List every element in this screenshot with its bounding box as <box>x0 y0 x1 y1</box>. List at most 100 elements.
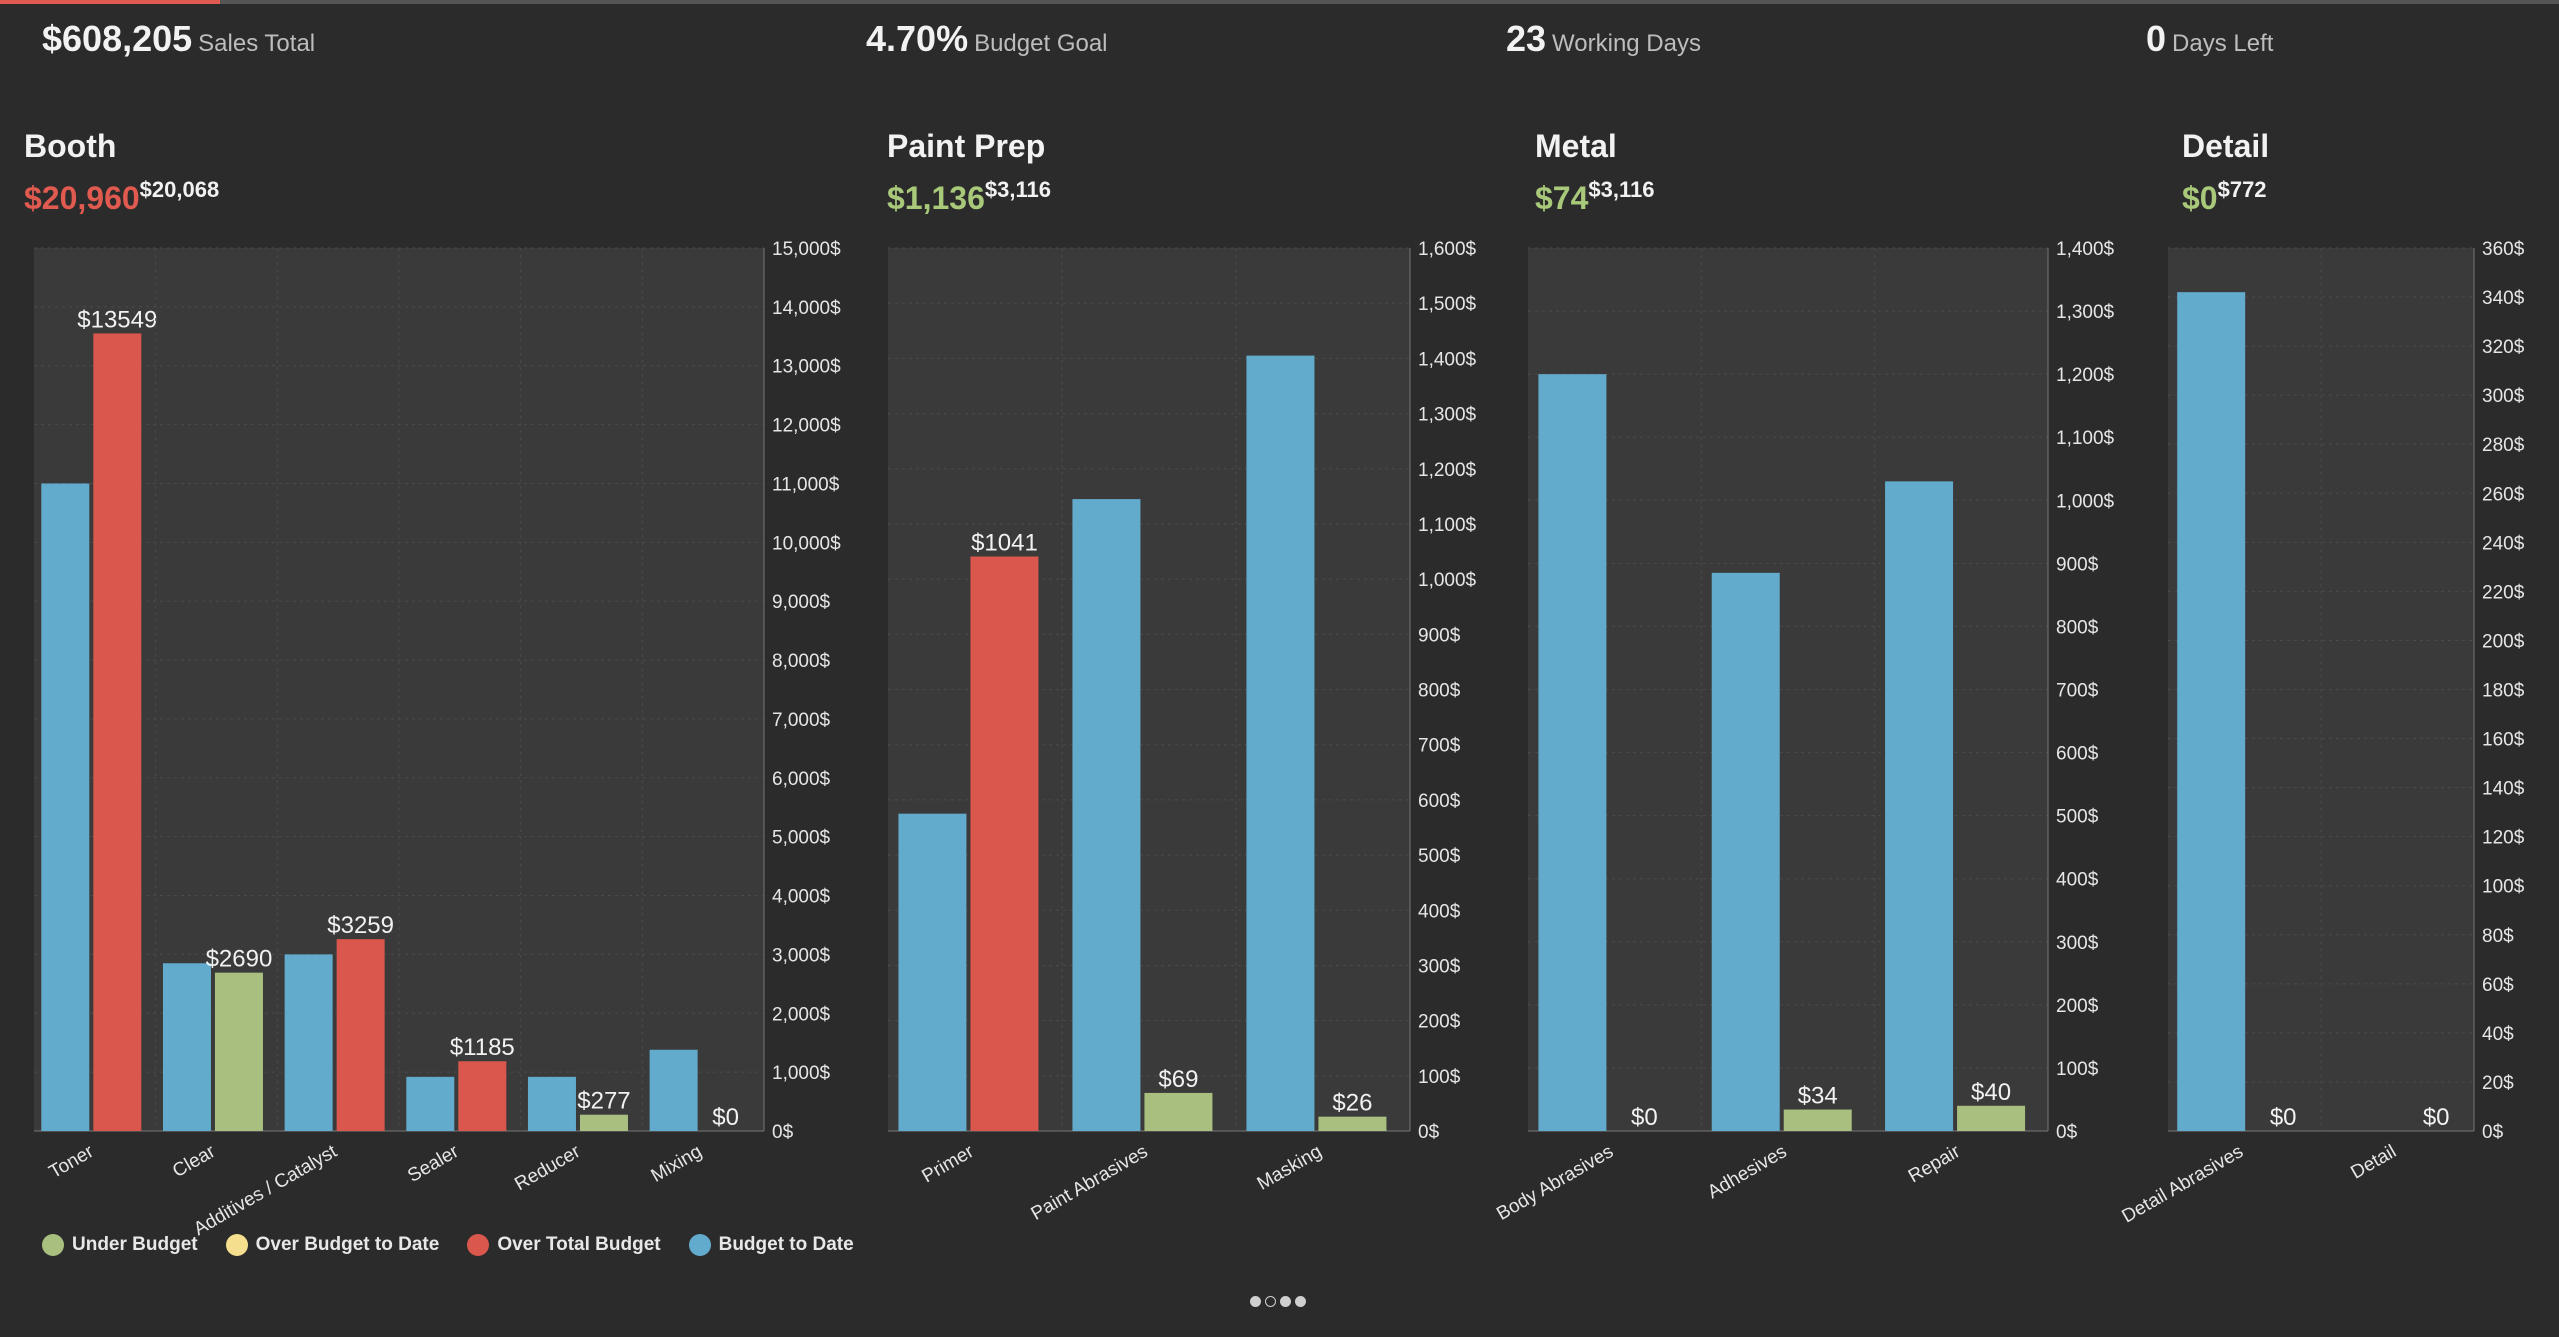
y-tick-label: 900$ <box>2056 554 2099 575</box>
y-tick-label: 360$ <box>2482 239 2525 260</box>
panel-title-detail: Detail <box>2182 128 2270 164</box>
data-label: $40 <box>1971 1079 2011 1106</box>
bar-budget-to-date <box>898 813 967 1131</box>
page-dot-active[interactable] <box>1265 1296 1276 1307</box>
legend-label: Under Budget <box>72 1234 198 1255</box>
bar-actual <box>1318 1116 1387 1131</box>
bar-budget-to-date <box>162 963 211 1131</box>
y-tick-label: 14,000$ <box>772 298 841 319</box>
y-tick-label: 1,200$ <box>2056 365 2115 386</box>
y-tick-label: 600$ <box>2056 744 2099 765</box>
panel-budget: $3,116 <box>984 177 1051 202</box>
y-tick-label: 900$ <box>1418 625 1461 646</box>
bar-budget-to-date <box>284 954 333 1131</box>
data-label: $69 <box>1158 1066 1198 1093</box>
y-tick-label: 13,000$ <box>772 357 841 378</box>
y-tick-label: 4,000$ <box>772 887 831 908</box>
y-tick-label: 0$ <box>772 1122 794 1143</box>
y-tick-label: 400$ <box>2056 870 2099 891</box>
x-tick-label: Sealer <box>404 1141 463 1187</box>
y-tick-label: 1,400$ <box>2056 239 2115 260</box>
page-dot[interactable] <box>1250 1296 1261 1307</box>
y-tick-label: 20$ <box>2482 1073 2514 1094</box>
kpi-label: Working Days <box>1552 30 1701 57</box>
legend-swatch <box>467 1234 490 1256</box>
kpi-value: 0 <box>2146 18 2167 59</box>
x-tick-label: Primer <box>919 1141 979 1187</box>
y-tick-label: 120$ <box>2482 828 2525 849</box>
y-tick-label: 500$ <box>1418 846 1461 867</box>
x-tick-label: Body Abrasives <box>1493 1141 1617 1225</box>
y-tick-label: 10,000$ <box>772 533 841 554</box>
y-tick-label: 11,000$ <box>772 474 840 495</box>
y-tick-label: 1,400$ <box>1418 349 1477 370</box>
bar-budget-to-date <box>1711 572 1780 1131</box>
data-label: $13549 <box>77 306 157 333</box>
panel-actual: $0 <box>2182 180 2218 216</box>
legend-item-over-total-budget[interactable]: Over Total Budget <box>467 1234 661 1256</box>
legend-label: Over Total Budget <box>497 1234 661 1255</box>
bar-actual <box>93 333 142 1131</box>
bar-budget-to-date <box>406 1076 455 1131</box>
y-tick-label: 1,200$ <box>1418 460 1477 481</box>
x-tick-label: Repair <box>1905 1141 1965 1188</box>
y-tick-label: 800$ <box>1418 681 1461 702</box>
y-tick-label: 2,000$ <box>772 1004 831 1025</box>
y-tick-label: 300$ <box>2482 386 2525 407</box>
x-tick-label: Detail Abrasives <box>2119 1141 2247 1227</box>
bar-actual <box>214 972 263 1131</box>
y-tick-label: 200$ <box>1418 1012 1461 1033</box>
y-tick-label: 400$ <box>1418 901 1461 922</box>
legend-item-budget-to-date[interactable]: Budget to Date <box>688 1234 854 1256</box>
data-label: $1041 <box>971 529 1038 556</box>
bar-budget-to-date <box>1072 499 1141 1131</box>
bar-actual <box>970 556 1039 1131</box>
legend-swatch <box>225 1234 248 1256</box>
data-label: $2690 <box>206 946 273 973</box>
bar-budget-to-date <box>649 1049 698 1131</box>
y-tick-label: 1,300$ <box>2056 302 2115 323</box>
data-label: $0 <box>2270 1104 2297 1131</box>
x-tick-label: Paint Abrasives <box>1028 1141 1152 1225</box>
y-tick-label: 9,000$ <box>772 592 831 613</box>
y-tick-label: 340$ <box>2482 288 2525 309</box>
page-dot[interactable] <box>1295 1296 1306 1307</box>
panel-budget: $20,068 <box>139 177 220 202</box>
page-dot[interactable] <box>1280 1296 1291 1307</box>
kpi-days-left: 0 Days Left <box>2146 18 2273 60</box>
panel-actual: $20,960 <box>24 180 140 216</box>
y-tick-label: 700$ <box>1418 736 1461 757</box>
y-tick-label: 1,600$ <box>1418 239 1477 260</box>
kpi-label: Sales Total <box>198 30 316 57</box>
y-tick-label: 1,100$ <box>2056 428 2115 449</box>
legend-label: Over Budget to Date <box>255 1234 440 1255</box>
legend-item-over-budget-to-date[interactable]: Over Budget to Date <box>225 1234 440 1256</box>
bar-actual <box>579 1114 628 1131</box>
top-progress-line <box>0 0 2559 4</box>
y-tick-label: 5,000$ <box>772 828 831 849</box>
x-tick-label: Masking <box>1254 1141 1326 1195</box>
y-tick-label: 260$ <box>2482 484 2525 505</box>
legend-item-under-budget[interactable]: Under Budget <box>42 1234 198 1256</box>
y-tick-label: 320$ <box>2482 337 2525 358</box>
y-tick-label: 220$ <box>2482 582 2525 603</box>
y-tick-label: 180$ <box>2482 681 2525 702</box>
data-label: $277 <box>577 1088 630 1115</box>
y-tick-label: 240$ <box>2482 533 2525 554</box>
page-indicator <box>1250 1296 1306 1307</box>
bar-budget-to-date <box>1538 374 1607 1132</box>
y-tick-label: 7,000$ <box>772 710 831 731</box>
kpi-sales-total: $608,205 Sales Total <box>42 18 315 60</box>
y-tick-label: 15,000$ <box>772 239 841 260</box>
data-label: $1185 <box>450 1034 515 1061</box>
y-tick-label: 1,000$ <box>1418 570 1477 591</box>
x-tick-label: Detail <box>2347 1141 2400 1183</box>
y-tick-label: 140$ <box>2482 779 2525 800</box>
data-label: $3259 <box>327 912 394 939</box>
panel-title-metal: Metal <box>1535 128 1617 164</box>
y-tick-label: 300$ <box>2056 933 2099 954</box>
kpi-label: Budget Goal <box>974 30 1108 57</box>
y-tick-label: 0$ <box>1418 1122 1440 1143</box>
panel-budget: $772 <box>2217 177 2267 202</box>
y-tick-label: 40$ <box>2482 1024 2514 1045</box>
